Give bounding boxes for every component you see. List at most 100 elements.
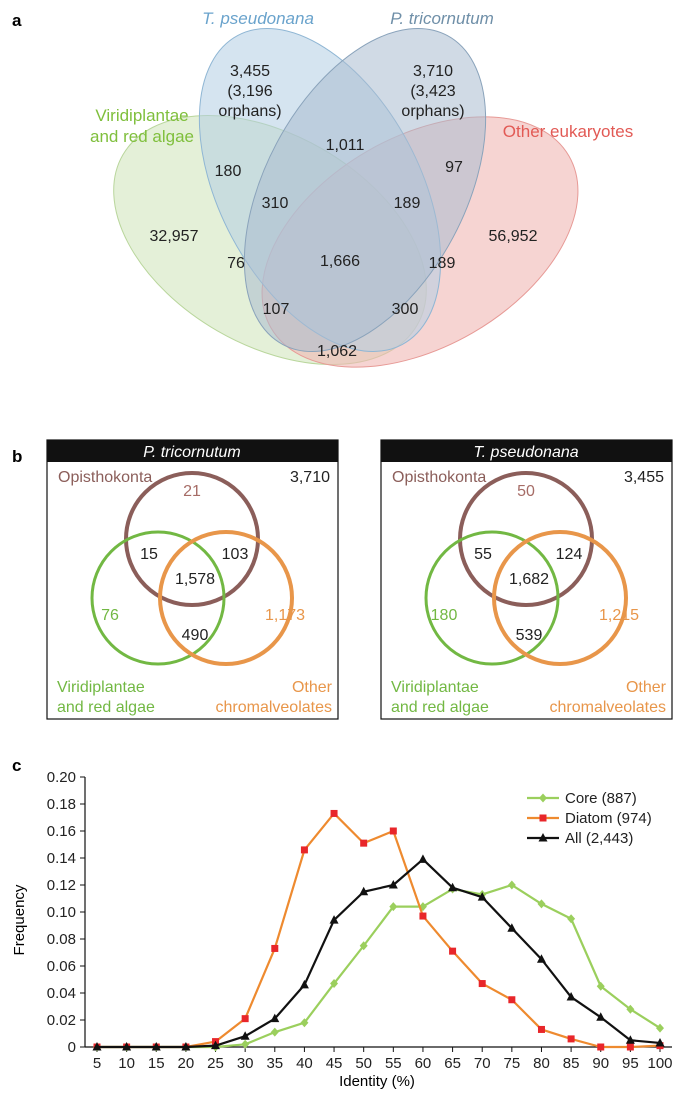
count-vi-ot: 490 <box>182 627 209 644</box>
count-opisthokonta-only: 21 <box>183 483 201 500</box>
x-tick-label: 85 <box>563 1055 580 1072</box>
box-title: P. tricornutum <box>143 444 241 461</box>
count-all-three: 1,682 <box>509 571 549 588</box>
label-other-line1: Other <box>292 679 333 696</box>
box-total: 3,455 <box>624 469 664 486</box>
series-1-point <box>537 1025 545 1033</box>
series-0-point <box>596 981 605 991</box>
series-2-point <box>536 954 546 963</box>
label-other-line1: Other <box>626 679 667 696</box>
circle-other-chromalveolates <box>492 530 628 666</box>
count-op-vi: 55 <box>474 546 492 563</box>
series-2-point <box>211 1040 221 1050</box>
count-ptr-only-1: 3,710 <box>413 63 453 80</box>
count-viridi-only: 76 <box>101 607 119 624</box>
set-label-other-eukaryotes: Other eukaryotes <box>503 122 633 141</box>
series-2-point <box>507 923 517 932</box>
series-0-point <box>507 880 516 890</box>
venn-box-p-tricornutum: P. tricornutum Opisthokonta 3,710 21 15 … <box>46 439 339 720</box>
series-2-point <box>596 1012 606 1021</box>
circle-viridiplantae <box>90 530 226 666</box>
series-2-point <box>270 1013 280 1023</box>
x-tick-label: 20 <box>178 1055 195 1072</box>
series-2-point <box>566 992 576 1001</box>
set-label-t-pseudonana: T. pseudonana <box>202 9 314 28</box>
x-tick-label: 75 <box>503 1055 520 1072</box>
series-1-point <box>389 827 397 835</box>
legend-label-1: Diatom (974) <box>565 810 652 827</box>
count-viridi-other: 1,062 <box>317 343 357 360</box>
series-0-point <box>656 1023 664 1033</box>
x-tick-label: 50 <box>355 1055 372 1072</box>
x-tick-label: 65 <box>444 1055 461 1072</box>
count-other-only: 1,215 <box>599 607 639 624</box>
count-ptr-viridi-other: 300 <box>392 301 419 318</box>
y-tick-label: 0.12 <box>47 877 76 894</box>
count-tps-only-1: 3,455 <box>230 63 270 80</box>
series-2-point <box>240 1031 250 1040</box>
count-vi-ot: 539 <box>516 627 543 644</box>
label-viridi-line1: Viridiplantae <box>57 679 145 696</box>
count-viridi-only: 180 <box>431 607 458 624</box>
series-1-point <box>567 1035 575 1043</box>
count-ptr-other: 97 <box>445 159 463 176</box>
x-tick-label: 60 <box>415 1055 432 1072</box>
series-2-point <box>151 1042 161 1051</box>
count-viridi-ptr-other: 189 <box>429 255 456 272</box>
label-opisthokonta: Opisthokonta <box>58 469 152 486</box>
series-2-point <box>448 882 458 892</box>
x-tick-label: 70 <box>474 1055 491 1072</box>
y-tick-label: 0.20 <box>47 769 76 786</box>
x-tick-label: 25 <box>207 1055 224 1072</box>
count-viridi-tps: 180 <box>215 163 242 180</box>
series-2-point <box>359 886 369 896</box>
series-1-point <box>300 846 308 854</box>
count-op-vi: 15 <box>140 546 158 563</box>
series-2-point <box>181 1042 191 1051</box>
y-tick-label: 0.08 <box>47 931 76 948</box>
x-tick-label: 80 <box>533 1055 550 1072</box>
circle-viridiplantae <box>424 530 560 666</box>
y-tick-label: 0.02 <box>47 1012 76 1029</box>
legend-label-0: Core (887) <box>565 790 637 807</box>
series-2-point <box>122 1042 132 1051</box>
legend-marker-1 <box>539 814 547 822</box>
count-tps-ptr: 1,011 <box>326 137 365 154</box>
count-opisthokonta-only: 50 <box>517 483 535 500</box>
series-1-point <box>478 980 486 988</box>
series-1-point <box>241 1015 249 1023</box>
x-tick-label: 35 <box>266 1055 283 1072</box>
count-ptr-only-2: (3,423 <box>410 83 455 100</box>
series-1-point <box>330 809 338 817</box>
x-tick-label: 5 <box>93 1055 101 1072</box>
x-tick-label: 40 <box>296 1055 313 1072</box>
series-0-point <box>626 1004 635 1014</box>
count-all-four: 1,666 <box>320 253 360 270</box>
y-tick-label: 0.10 <box>47 904 76 921</box>
series-0-point <box>537 899 546 909</box>
panel-c-letter: c <box>12 756 21 775</box>
y-tick-label: 0.14 <box>47 850 76 867</box>
series-2-point <box>388 880 398 889</box>
series-1-point <box>626 1043 634 1051</box>
count-viridi-tps-ptr: 310 <box>262 195 289 212</box>
panel-a-letter: a <box>12 11 22 30</box>
x-tick-label: 30 <box>237 1055 254 1072</box>
series-2-point <box>655 1037 665 1047</box>
series-0-point <box>330 979 339 989</box>
count-viridi-tps-other: 76 <box>227 255 245 272</box>
count-viridi-only: 32,957 <box>150 228 199 245</box>
x-tick-label: 10 <box>118 1055 135 1072</box>
count-viridi-tps-other-b: 107 <box>263 301 290 318</box>
series-0-point <box>300 1018 309 1028</box>
legend-label-2: All (2,443) <box>565 830 633 847</box>
y-tick-label: 0.04 <box>47 985 76 1002</box>
panel-c: c 00.020.040.060.080.100.120.140.160.180… <box>11 756 673 1090</box>
venn-box-t-pseudonana: T. pseudonana Opisthokonta 3,455 50 55 1… <box>380 439 673 720</box>
x-tick-label: 90 <box>592 1055 609 1072</box>
count-tps-only-2: (3,196 <box>227 83 272 100</box>
label-other-line2: chromalveolates <box>216 699 333 716</box>
series-1-point <box>449 947 457 955</box>
series-2-point <box>92 1042 102 1051</box>
